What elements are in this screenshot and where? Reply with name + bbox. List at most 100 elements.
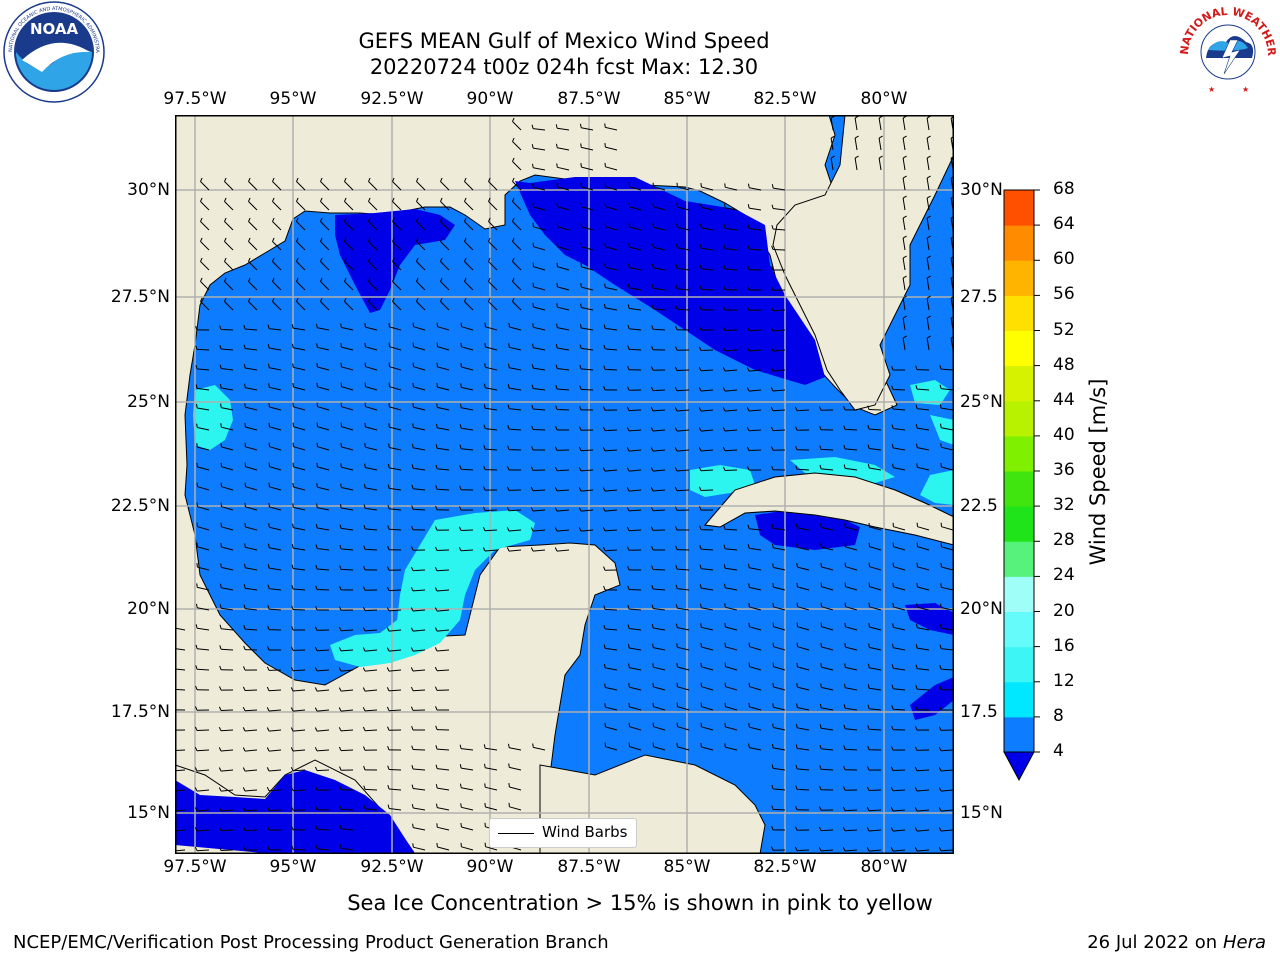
wind-barb-flag	[272, 297, 275, 302]
wind-barb-flag	[482, 506, 486, 511]
wind-barb	[364, 609, 378, 612]
wind-barb-flag	[459, 444, 462, 449]
wind-barb	[868, 809, 882, 812]
colorbar-tick-label: 20	[1053, 600, 1075, 621]
wind-barb	[653, 706, 666, 711]
wind-barb-flag	[914, 827, 918, 832]
wind-barb	[340, 629, 354, 632]
wind-barb-flag	[268, 402, 270, 408]
wind-barb-flag	[195, 706, 198, 711]
wind-barb	[773, 187, 786, 191]
wind-barb	[868, 789, 882, 791]
colorbar-segment	[1004, 471, 1034, 507]
wind-barb-flag	[484, 383, 486, 388]
wind-barb-flag	[411, 726, 414, 731]
wind-barb-flag	[724, 203, 726, 208]
wind-barb	[464, 281, 474, 291]
wind-barb-flag	[854, 135, 859, 139]
sea-ice-caption: Sea Ice Concentration > 15% is shown in …	[347, 891, 933, 915]
wind-barb	[724, 349, 738, 352]
wind-barb-flag	[244, 403, 246, 408]
wind-barb	[748, 429, 762, 432]
colorbar-tick-label: 24	[1053, 565, 1075, 586]
wind-barb	[725, 606, 738, 611]
wind-barb	[580, 529, 594, 532]
wind-barb-flag	[676, 623, 678, 628]
wind-barb-flag	[315, 786, 318, 791]
wind-barb	[581, 327, 594, 331]
wind-barb	[893, 586, 906, 591]
wind-barb-flag	[314, 707, 318, 712]
wind-barb	[580, 388, 594, 391]
wind-barb-flag	[506, 486, 510, 491]
wind-barb	[392, 301, 402, 311]
wind-barb-flag	[843, 704, 846, 709]
wind-barb-flag	[891, 705, 894, 710]
wind-barb	[605, 706, 618, 711]
wind-barb	[916, 388, 930, 391]
wind-barb	[317, 426, 330, 431]
wind-barb	[629, 686, 642, 691]
wind-barb-flag	[368, 257, 371, 262]
wind-barb-flag	[890, 827, 894, 832]
wind-barb-flag	[916, 623, 918, 628]
wind-barb	[557, 266, 570, 271]
wind-barb-flag	[579, 406, 582, 411]
wind-barb	[869, 646, 882, 651]
wind-barb-flag	[314, 626, 318, 631]
wind-barb	[412, 569, 426, 572]
wind-barb	[412, 609, 426, 612]
colorbar-segment	[1004, 295, 1034, 332]
wind-barb-flag	[195, 644, 198, 649]
wind-barb-flag	[700, 623, 702, 628]
wind-barb-flag	[440, 197, 443, 202]
wind-barb-flag	[460, 803, 462, 808]
wind-barb	[653, 726, 666, 731]
wind-barb	[485, 747, 498, 751]
wind-barb-flag	[363, 565, 366, 571]
wind-barb-flag	[320, 277, 323, 282]
wind-barb	[580, 368, 594, 371]
wind-barb	[388, 609, 402, 612]
wind-barb	[604, 628, 618, 631]
wind-barb-flag	[579, 426, 582, 431]
wind-barb-flag	[248, 177, 251, 182]
wind-barb	[749, 228, 762, 231]
wind-barb-flag	[602, 527, 606, 532]
wind-barb-flag	[939, 624, 942, 629]
wind-barb-flag	[820, 683, 822, 688]
wind-barb	[388, 528, 402, 531]
wind-barb-flag	[482, 547, 486, 552]
wind-barb	[604, 429, 618, 432]
wind-barb	[893, 647, 906, 651]
wind-barb	[364, 548, 378, 551]
wind-barb-flag	[200, 257, 203, 262]
wind-barb-flag	[867, 424, 870, 430]
wind-barb	[317, 709, 330, 712]
wind-barb	[488, 221, 498, 231]
wind-barb-flag	[200, 297, 203, 302]
wind-barb	[628, 429, 642, 432]
wind-barb	[197, 427, 210, 431]
wind-barb-flag	[411, 525, 414, 530]
wind-barb	[653, 746, 666, 751]
wind-barb-flag	[315, 844, 318, 849]
wind-barb	[677, 186, 690, 191]
wind-barb	[175, 749, 186, 752]
wind-barb	[940, 368, 954, 371]
wind-barb	[773, 369, 786, 372]
wind-barb-flag	[508, 322, 510, 328]
wind-barb-flag	[674, 447, 678, 452]
wind-barb	[557, 127, 570, 131]
wind-barb	[509, 806, 522, 811]
wind-barb-flag	[464, 237, 467, 242]
wind-barb-flag	[314, 687, 318, 692]
wind-barb	[392, 261, 402, 271]
nws-logo: NATIONAL WEATHER SERVICE ★ ★	[1178, 0, 1278, 98]
wind-barb	[221, 587, 234, 591]
wind-barb	[533, 226, 546, 231]
wind-barb-flag	[939, 685, 942, 690]
wind-barb-flag	[291, 825, 294, 830]
wind-barb-flag	[747, 544, 750, 549]
wind-barb	[917, 668, 930, 671]
